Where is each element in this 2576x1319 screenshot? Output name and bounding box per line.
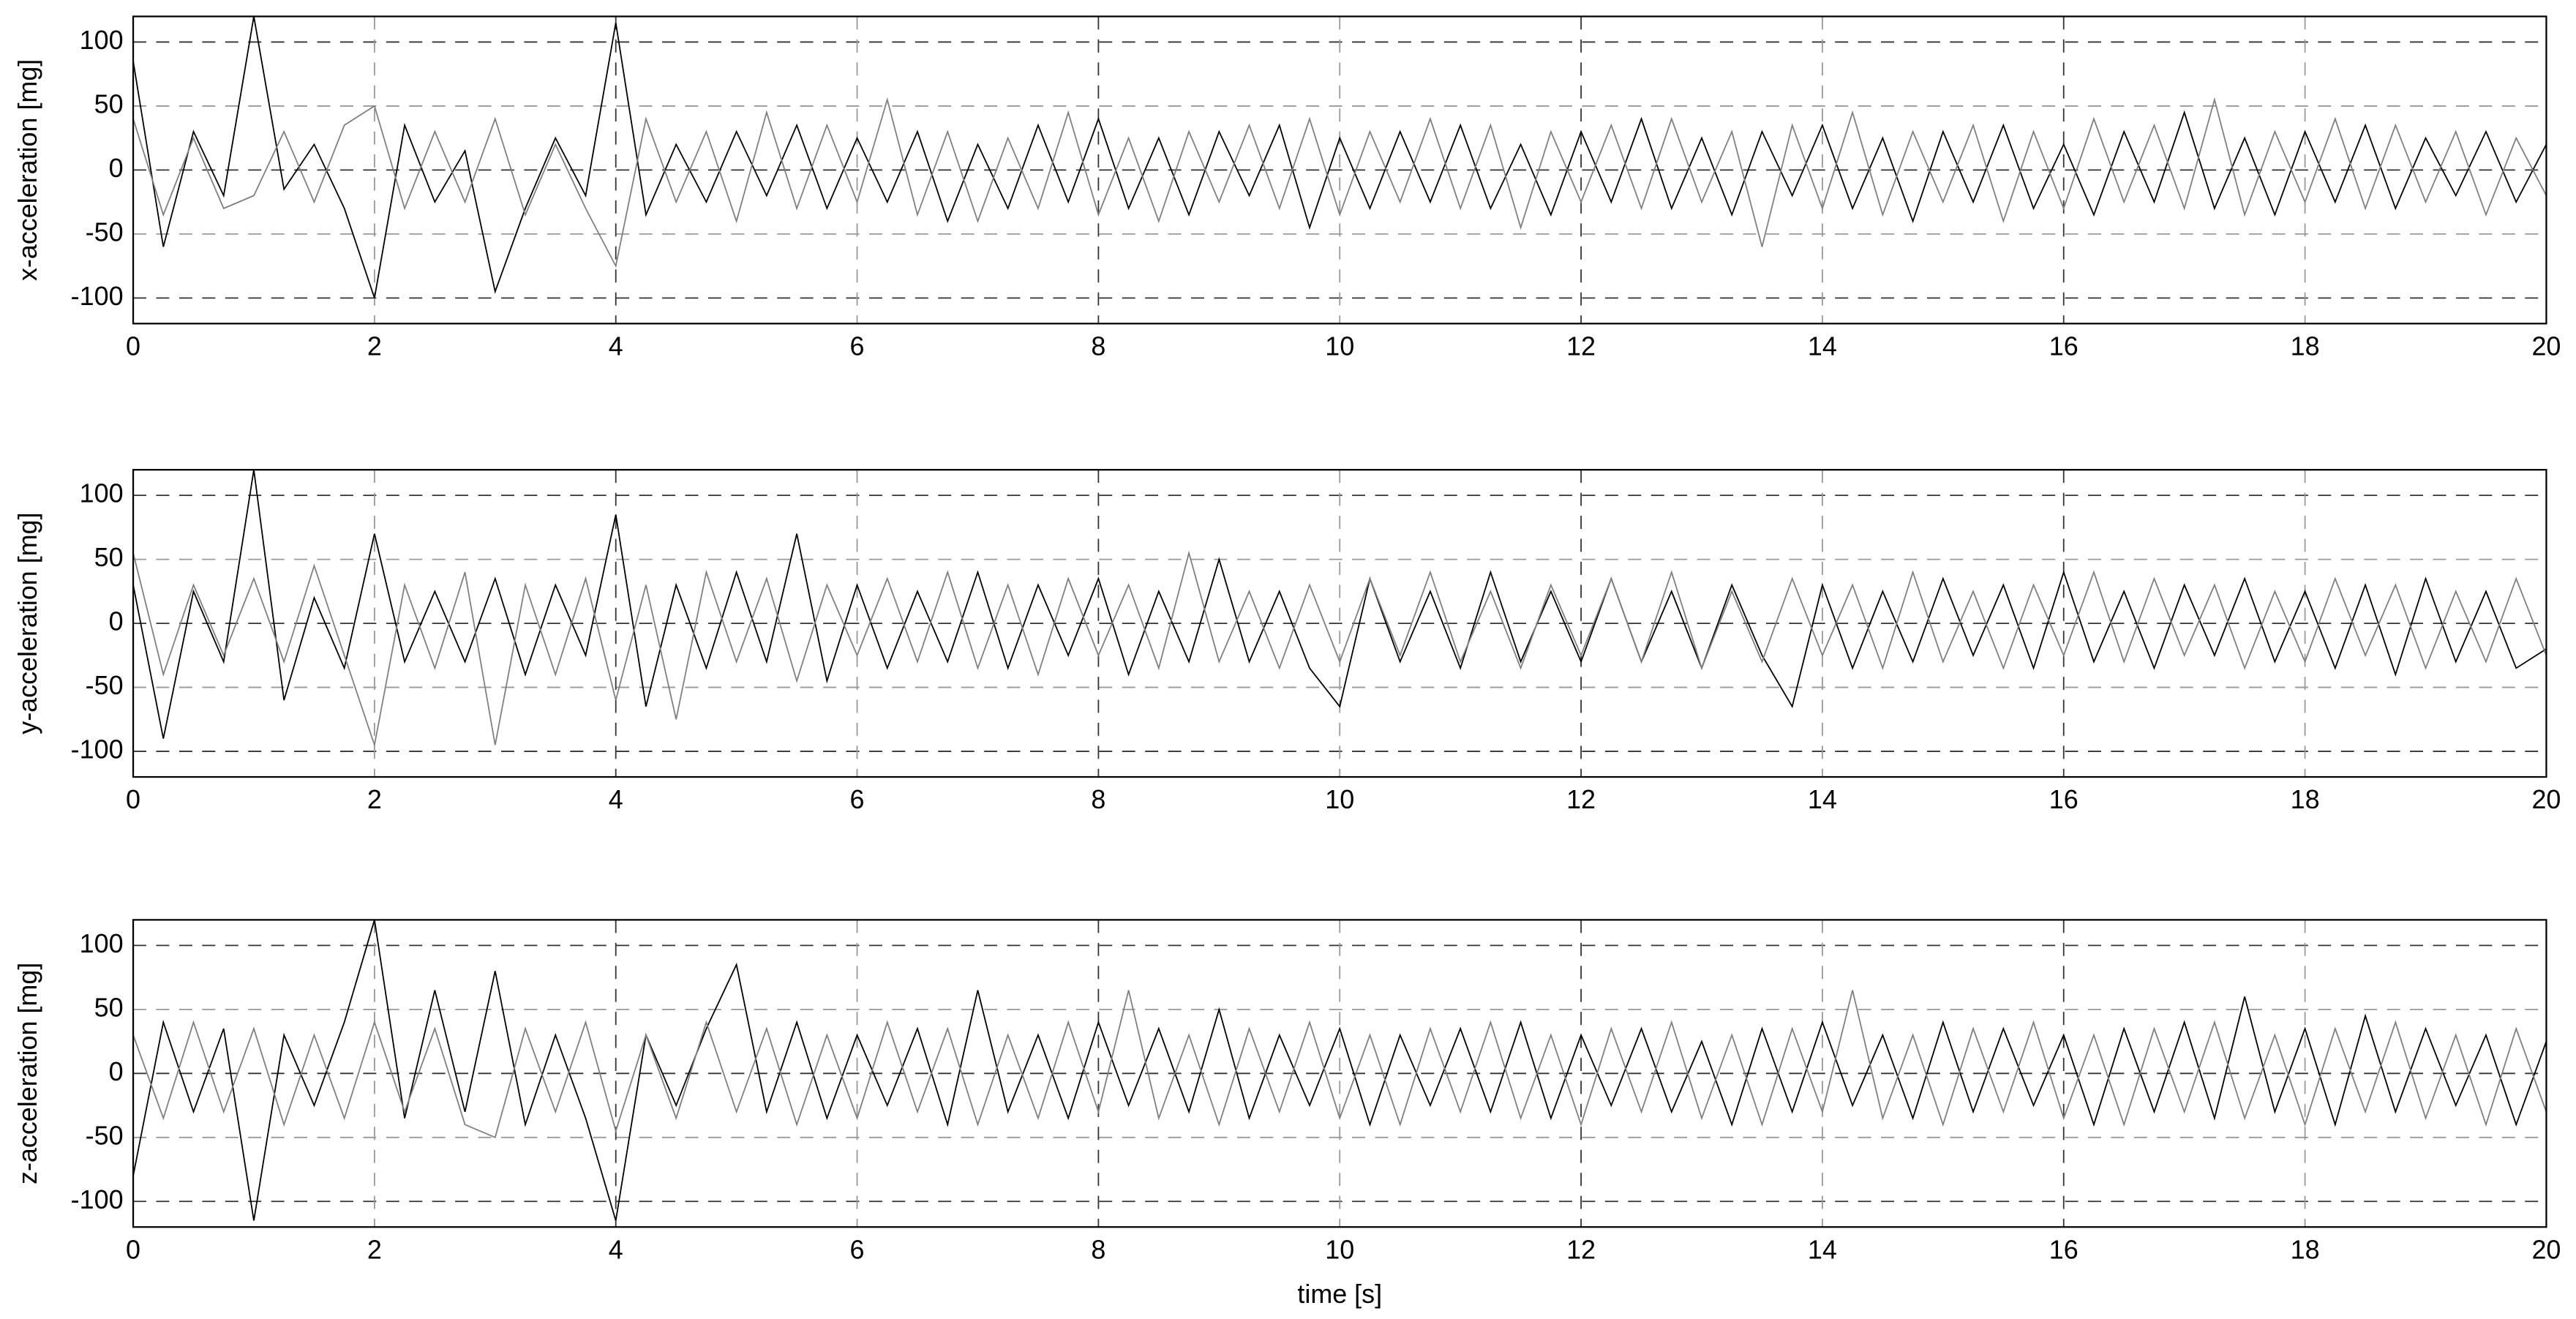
x-tick-label: 20 — [2531, 331, 2561, 361]
x-tick-label: 18 — [2291, 1234, 2320, 1264]
y-tick-label: 100 — [80, 25, 124, 55]
x-tick-label: 2 — [367, 1234, 382, 1264]
x-tick-label: 6 — [850, 1234, 865, 1264]
data-line — [132, 990, 2547, 1139]
y-tick-label: 50 — [94, 542, 124, 572]
plot-frame — [132, 15, 2547, 325]
y-tick-label: 0 — [109, 606, 124, 636]
y-tick-label: 100 — [80, 928, 124, 958]
x-tick-label: 6 — [850, 331, 865, 361]
data-line — [132, 920, 2547, 1221]
x-tick-label: 14 — [1808, 1234, 1837, 1264]
x-tick-label: 2 — [367, 784, 382, 814]
x-tick-label: 0 — [126, 784, 140, 814]
plot-frame — [132, 919, 2547, 1228]
x-tick-label: 4 — [609, 784, 623, 814]
x-tick-label: 16 — [2049, 784, 2079, 814]
x-tick-label: 14 — [1808, 784, 1837, 814]
x-tick-label: 4 — [609, 1234, 623, 1264]
y-axis-label: x-acceleration [mg] — [12, 59, 42, 281]
x-tick-label: 2 — [367, 331, 382, 361]
x-tick-label: 14 — [1808, 331, 1837, 361]
y-axis-label: z-acceleration [mg] — [12, 963, 42, 1184]
y-axis-label: y-acceleration [mg] — [12, 512, 42, 734]
x-tick-label: 8 — [1091, 1234, 1105, 1264]
y-tick-label: 50 — [94, 992, 124, 1022]
data-line — [132, 97, 2547, 268]
x-tick-label: 18 — [2291, 784, 2320, 814]
y-tick-label: 50 — [94, 89, 124, 119]
x-tick-label: 4 — [609, 331, 623, 361]
y-tick-label: -100 — [71, 1184, 124, 1214]
x-tick-label: 12 — [1566, 784, 1596, 814]
x-tick-label: 6 — [850, 784, 865, 814]
x-tick-label: 10 — [1325, 1234, 1354, 1264]
x-tick-label: 16 — [2049, 1234, 2079, 1264]
y-tick-label: -100 — [71, 281, 124, 311]
y-tick-label: -50 — [86, 1120, 124, 1150]
y-tick-label: -100 — [71, 734, 124, 764]
y-tick-label: 0 — [109, 153, 124, 183]
x-tick-label: 8 — [1091, 784, 1105, 814]
data-line — [132, 470, 2547, 739]
data-line — [132, 16, 2547, 298]
x-tick-label: 8 — [1091, 331, 1105, 361]
x-tick-label: 18 — [2291, 331, 2320, 361]
plot-frame — [132, 469, 2547, 778]
x-tick-label: 0 — [126, 331, 140, 361]
y-tick-label: -50 — [86, 670, 124, 700]
y-tick-label: 100 — [80, 478, 124, 508]
x-tick-label: 10 — [1325, 784, 1354, 814]
x-axis-label: time [s] — [1297, 1279, 1382, 1309]
x-tick-label: 12 — [1566, 331, 1596, 361]
y-tick-label: -50 — [86, 217, 124, 247]
x-tick-label: 20 — [2531, 1234, 2561, 1264]
x-tick-label: 0 — [126, 1234, 140, 1264]
x-tick-label: 16 — [2049, 331, 2079, 361]
y-tick-label: 0 — [109, 1056, 124, 1086]
x-tick-label: 20 — [2531, 784, 2561, 814]
x-tick-label: 12 — [1566, 1234, 1596, 1264]
data-line — [132, 550, 2547, 748]
x-tick-label: 10 — [1325, 331, 1354, 361]
